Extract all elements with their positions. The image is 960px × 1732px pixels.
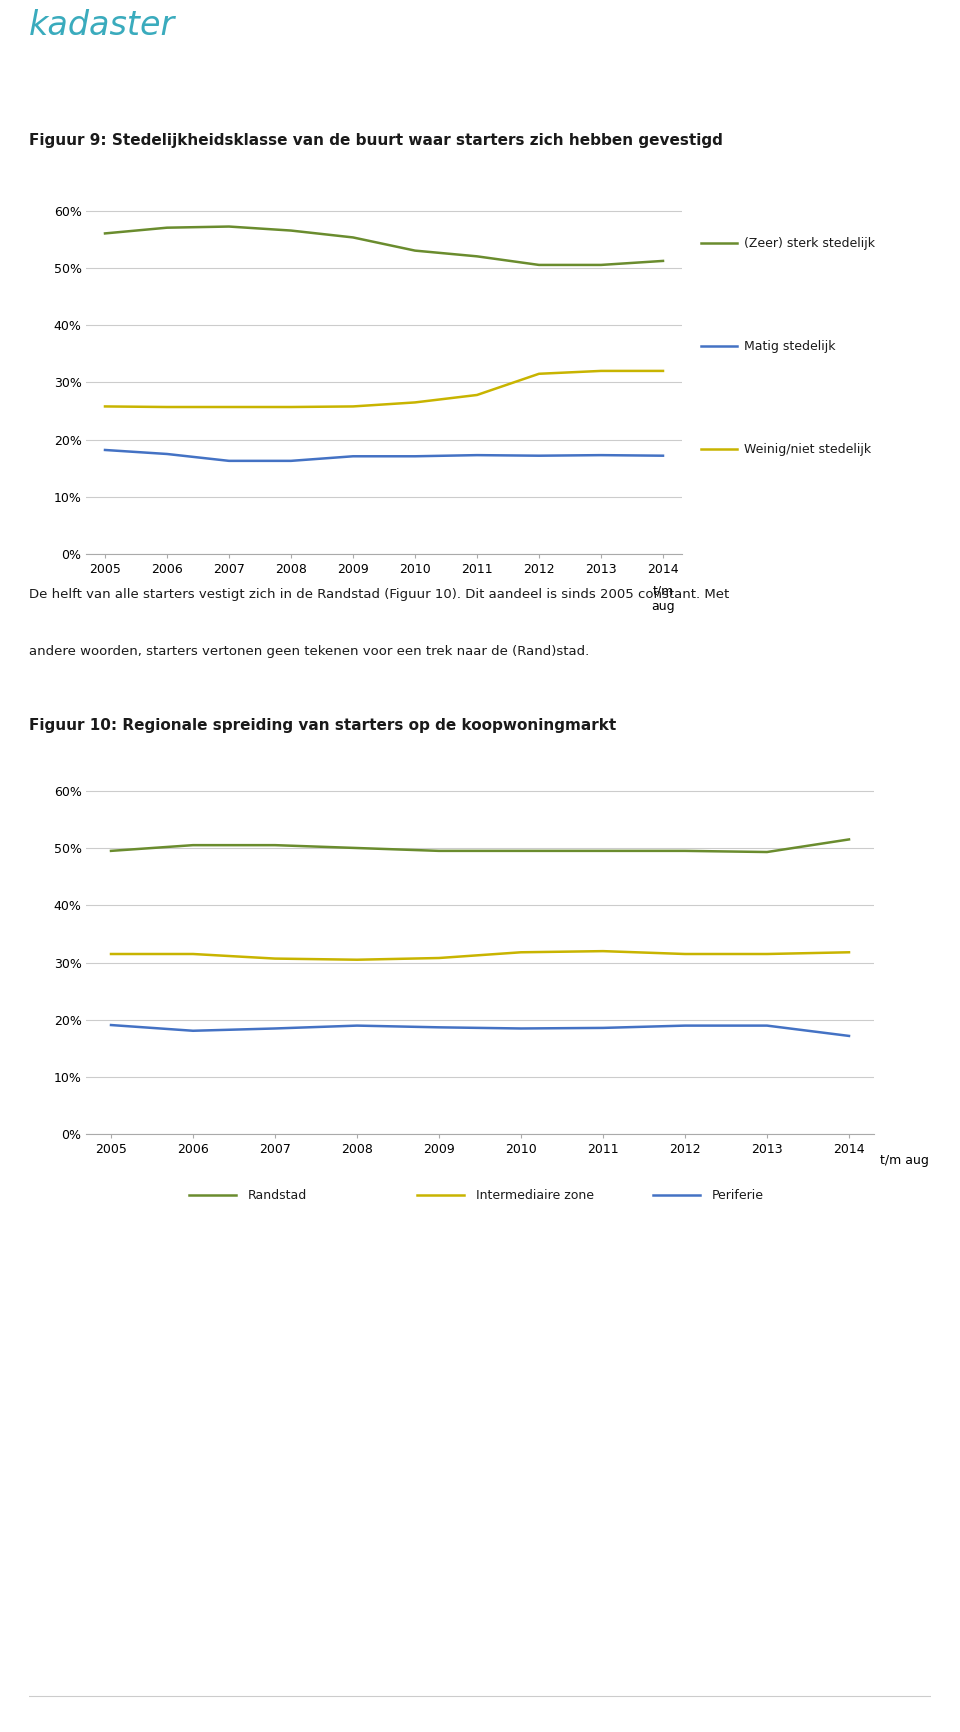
Text: Randstad: Randstad xyxy=(248,1188,307,1202)
Text: t/m aug: t/m aug xyxy=(879,1154,928,1167)
Text: Weinig/niet stedelijk: Weinig/niet stedelijk xyxy=(744,443,871,456)
Text: Matig stedelijk: Matig stedelijk xyxy=(744,339,835,353)
Text: De helft van alle starters vestigt zich in de Randstad (Figuur 10). Dit aandeel : De helft van alle starters vestigt zich … xyxy=(29,589,729,601)
Text: andere woorden, starters vertonen geen tekenen voor een trek naar de (Rand)stad.: andere woorden, starters vertonen geen t… xyxy=(29,644,589,658)
Text: Figuur 9: Stedelijkheidsklasse van de buurt waar starters zich hebben gevestigd: Figuur 9: Stedelijkheidsklasse van de bu… xyxy=(29,133,723,147)
Text: Intermediaire zone: Intermediaire zone xyxy=(476,1188,594,1202)
Text: kadaster: kadaster xyxy=(29,9,175,43)
Text: Figuur 10: Regionale spreiding van starters op de koopwoningmarkt: Figuur 10: Regionale spreiding van start… xyxy=(29,719,616,733)
Text: t/m
aug: t/m aug xyxy=(651,585,675,613)
Text: Periferie: Periferie xyxy=(712,1188,764,1202)
Text: (Zeer) sterk stedelijk: (Zeer) sterk stedelijk xyxy=(744,237,875,249)
